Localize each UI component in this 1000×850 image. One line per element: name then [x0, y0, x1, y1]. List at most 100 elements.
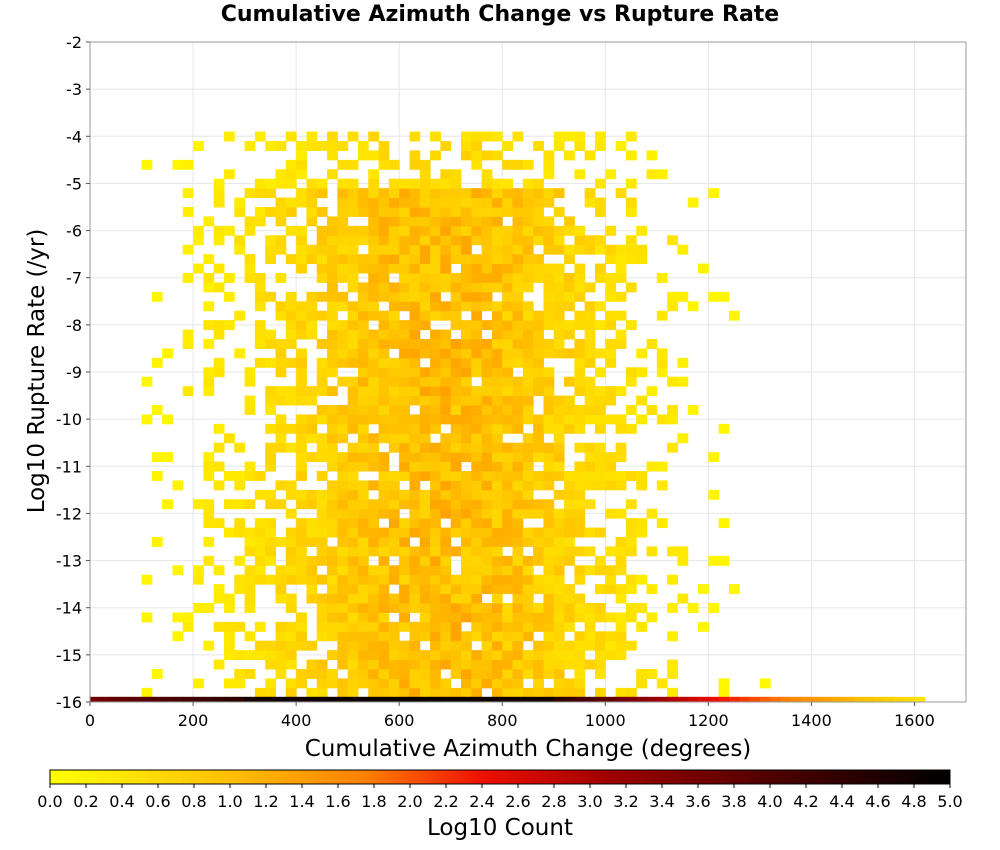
heatmap-cell — [584, 386, 596, 397]
heatmap-cell — [543, 225, 555, 236]
heatmap-cell-bottom-row — [553, 696, 565, 702]
heatmap-cell — [347, 489, 359, 500]
heatmap-cell — [440, 235, 452, 246]
heatmap-cell — [203, 282, 215, 293]
heatmap-cell — [234, 499, 246, 510]
heatmap-cell — [625, 131, 637, 142]
heatmap-cell — [481, 603, 493, 613]
heatmap-cell — [213, 357, 225, 368]
heatmap-cell — [419, 235, 431, 246]
heatmap-cell — [430, 593, 441, 604]
heatmap-cell — [347, 244, 359, 255]
heatmap-cell — [306, 527, 318, 538]
heatmap-cell — [543, 263, 555, 274]
heatmap-cell — [368, 508, 380, 519]
heatmap-cell — [378, 527, 390, 538]
heatmap-cell-bottom-row — [471, 696, 483, 702]
heatmap-cell — [254, 273, 266, 283]
heatmap-cell — [357, 659, 369, 670]
heatmap-cell — [636, 603, 648, 613]
heatmap-cell — [440, 216, 452, 227]
heatmap-cell — [502, 669, 514, 679]
heatmap-cell — [419, 471, 431, 481]
heatmap-cell — [440, 537, 452, 547]
heatmap-cell — [316, 555, 328, 566]
heatmap-cell — [564, 254, 575, 265]
heatmap-cell — [203, 367, 215, 378]
heatmap-cell — [491, 565, 503, 576]
heatmap-cell — [553, 452, 565, 463]
heatmap-cell — [306, 499, 318, 510]
heatmap-cell — [481, 631, 493, 642]
heatmap-cell — [306, 659, 318, 670]
heatmap-cell — [275, 348, 287, 359]
heatmap-cell — [254, 489, 266, 500]
heatmap-cell — [327, 339, 338, 349]
heatmap-cell — [316, 612, 328, 623]
heatmap-cell — [254, 650, 266, 661]
heatmap-cell — [491, 687, 503, 698]
heatmap-cell — [491, 518, 503, 529]
heatmap-cell — [296, 471, 307, 481]
heatmap-cell — [296, 367, 307, 378]
heatmap-cell — [533, 348, 544, 359]
heatmap-cell — [605, 291, 617, 302]
heatmap-cell — [440, 650, 452, 661]
heatmap-cell — [316, 141, 328, 151]
heatmap-cell — [430, 508, 441, 519]
heatmap-cell — [450, 235, 462, 246]
heatmap-cell — [399, 386, 410, 397]
heatmap-cell — [388, 207, 400, 217]
heatmap-cell — [265, 329, 277, 340]
heatmap-cell — [656, 461, 668, 472]
heatmap-cell — [481, 508, 493, 519]
heatmap-cell — [491, 527, 503, 538]
heatmap-cell — [502, 650, 514, 661]
heatmap-cell-bottom-row — [213, 696, 225, 702]
heatmap-cell — [461, 565, 472, 576]
heatmap-cell — [275, 310, 287, 321]
heatmap-cell — [481, 499, 493, 510]
y-tick-label: -11 — [56, 457, 82, 476]
heatmap-cell — [265, 254, 277, 265]
heatmap-cell — [327, 650, 338, 661]
heatmap-cell — [337, 603, 349, 613]
heatmap-cell — [296, 188, 307, 199]
heatmap-cell — [615, 310, 627, 321]
heatmap-cell — [327, 612, 338, 623]
heatmap-cell — [337, 565, 349, 576]
heatmap-cell — [491, 348, 503, 359]
heatmap-cell — [574, 367, 586, 378]
heatmap-cell — [254, 188, 266, 199]
heatmap-cell — [440, 244, 452, 255]
heatmap-cell — [399, 621, 410, 632]
heatmap-cell — [316, 263, 328, 274]
heatmap-cell — [605, 320, 617, 331]
heatmap-cell — [450, 452, 462, 463]
heatmap-cell — [285, 659, 297, 670]
heatmap-cell — [522, 461, 534, 472]
heatmap-cell — [316, 678, 328, 689]
heatmap-cell — [357, 546, 369, 557]
heatmap-cell — [296, 235, 307, 246]
heatmap-cell — [491, 537, 503, 547]
heatmap-cell — [254, 546, 266, 557]
heatmap-cell — [440, 508, 452, 519]
heatmap-cell — [564, 376, 575, 387]
heatmap-cell — [347, 508, 359, 519]
heatmap-cell — [254, 329, 266, 340]
heatmap-cell — [213, 565, 225, 576]
heatmap-cell-bottom-row — [862, 696, 874, 702]
heatmap-cell — [296, 301, 307, 312]
heatmap-cell — [543, 414, 555, 425]
heatmap-cell — [491, 621, 503, 632]
heatmap-cell — [512, 574, 524, 585]
heatmap-cell — [347, 621, 359, 632]
heatmap-cell — [625, 197, 637, 208]
heatmap-cell — [409, 339, 421, 349]
heatmap-cell — [450, 527, 462, 538]
heatmap-cell — [378, 489, 390, 500]
heatmap-cell — [502, 527, 514, 538]
heatmap-cell — [203, 537, 215, 547]
heatmap-cell — [419, 291, 431, 302]
